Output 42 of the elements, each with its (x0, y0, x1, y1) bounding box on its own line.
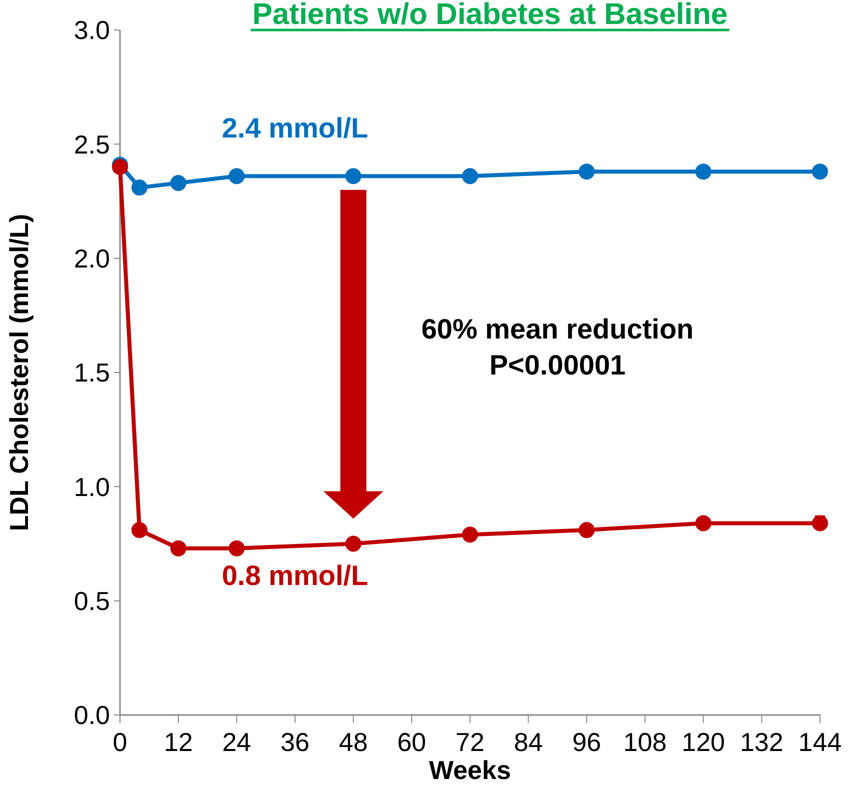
point (578, 164, 595, 180)
point (345, 536, 362, 552)
x-tick-label: 144 (798, 727, 842, 757)
point (812, 515, 828, 532)
y-tick-label: 0.0 (74, 700, 110, 730)
y-axis-title: LDL Cholesterol (mmol/L) (4, 214, 34, 532)
x-axis-title: Weeks (429, 755, 511, 785)
y-tick-label: 1.5 (74, 358, 110, 388)
x-tick-label: 24 (222, 727, 252, 757)
y-tick-label: 3.0 (74, 15, 110, 46)
point (228, 540, 245, 556)
chart-title: Patients w/o Diabetes at Baseline (252, 0, 728, 31)
point (462, 168, 478, 184)
x-tick-label: 60 (397, 727, 426, 757)
annotation: 2.4 mmol/L (222, 112, 368, 144)
x-tick-label: 12 (164, 727, 193, 757)
x-tick-label: 72 (456, 727, 484, 757)
x-tick-label: 108 (623, 727, 667, 757)
point (170, 174, 186, 191)
point (462, 526, 478, 543)
y-tick-label: 2.0 (74, 243, 110, 274)
point (228, 168, 245, 184)
point (131, 522, 148, 538)
x-tick-label: 0 (112, 727, 128, 757)
point (695, 515, 712, 532)
point (131, 180, 148, 196)
y-tick-label: 0.5 (74, 586, 110, 616)
x-tick-label: 36 (280, 727, 310, 757)
point (170, 540, 186, 556)
point (695, 164, 712, 180)
point (345, 168, 362, 184)
y-tick-label: 2.5 (74, 129, 110, 160)
x-tick-label: 120 (682, 727, 726, 757)
x-tick-label: 96 (572, 727, 602, 757)
x-tick-label: 132 (740, 727, 784, 757)
point (812, 164, 828, 180)
annotation: 0.8 mmol/L (222, 560, 368, 591)
y-tick-label: 1.0 (74, 472, 110, 502)
x-tick-label: 84 (514, 727, 543, 757)
point (578, 522, 595, 538)
x-tick-label: 48 (338, 727, 368, 757)
annotation: 60% mean reduction P<0.00001 (421, 313, 694, 380)
